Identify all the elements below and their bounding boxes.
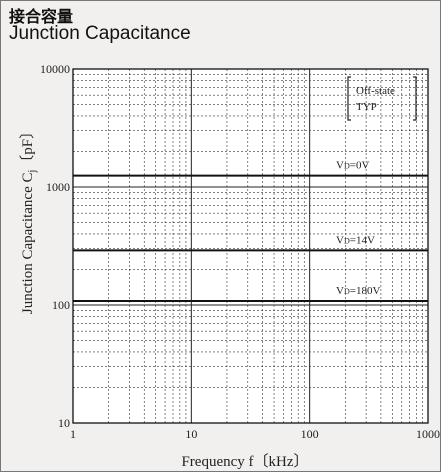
x-tick-label: 10 [185, 427, 197, 441]
legend-off-state: Off-state [356, 85, 395, 97]
legend-typ: TYP [356, 101, 377, 113]
y-axis-label: Junction Capacitance Cj〔pF〕 [19, 124, 38, 314]
series-label-0: VD=0V [336, 160, 369, 172]
x-tick-label: 1000 [416, 427, 440, 441]
y-tick-label: 10 [58, 416, 70, 430]
plot-area [72, 68, 429, 424]
chart-title-en: Junction Capacitance [9, 23, 191, 44]
chart-title-jp: 接合容量 [9, 7, 74, 26]
legend-box: Off-state TYP [347, 76, 417, 121]
y-tick-label: 1000 [46, 180, 70, 194]
x-axis-label: Frequency f〔kHz〕 [181, 453, 308, 470]
y-tick-label: 10000 [40, 62, 70, 76]
y-tick-label: 100 [52, 298, 70, 312]
series-label-1: VD=14V [336, 234, 375, 246]
series-label-2: VD=180V [336, 285, 380, 297]
x-tick-label: 1 [70, 427, 76, 441]
x-tick-label: 100 [301, 427, 319, 441]
plot-background [73, 69, 428, 423]
